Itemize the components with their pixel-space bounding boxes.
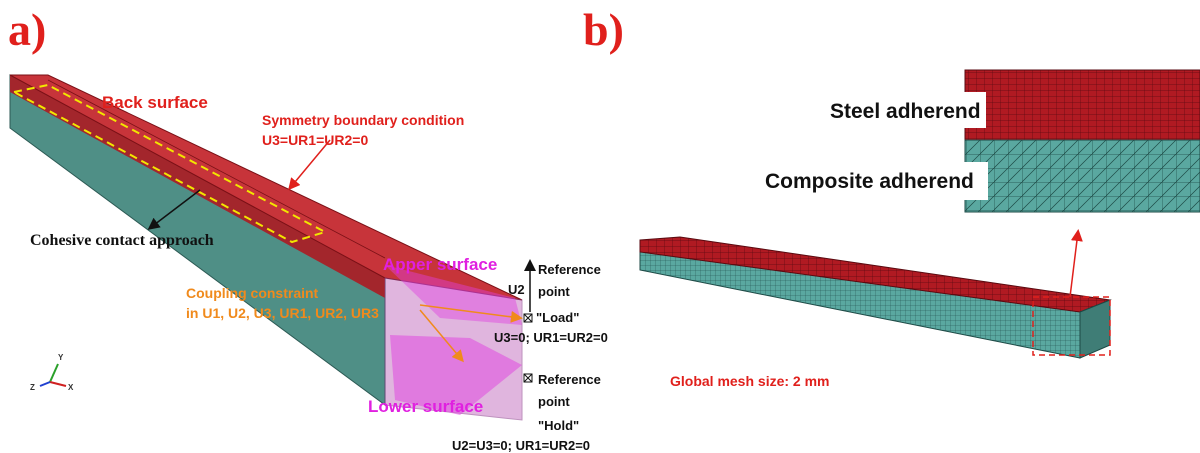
annotation: Reference xyxy=(538,372,601,387)
annotation: Cohesive contact approach xyxy=(30,232,214,249)
axis-label: Y xyxy=(58,353,64,362)
arrow xyxy=(1070,232,1078,297)
annotation: Symmetry boundary condition xyxy=(262,112,464,128)
figure: Y Z X a) Back surface Symmetry boundary … xyxy=(0,0,1200,453)
annotation: U2 xyxy=(508,282,525,297)
annotation: Coupling constraint xyxy=(186,285,319,301)
annotation: Back surface xyxy=(102,93,208,112)
annotation: Global mesh size: 2 mm xyxy=(670,373,830,389)
annotation: Reference xyxy=(538,262,601,277)
annotation: Lower surface xyxy=(368,397,483,416)
annotation: U3=UR1=UR2=0 xyxy=(262,132,368,148)
annotation: Apper surface xyxy=(383,255,497,274)
annotation: "Load" xyxy=(536,310,579,325)
annotation: point xyxy=(538,394,570,409)
annotation: in U1, U2, U3, UR1, UR2, UR3 xyxy=(186,305,379,321)
annotation: point xyxy=(538,284,570,299)
axis-triad xyxy=(40,364,66,386)
annotation: U2=U3=0; UR1=UR2=0 xyxy=(452,438,590,453)
panel-label: b) xyxy=(583,4,624,55)
axis-label: X xyxy=(68,383,74,392)
annotation: Steel adherend xyxy=(830,100,981,123)
reference-marker xyxy=(524,314,532,382)
axis-label: Z xyxy=(30,383,35,392)
annotation: Composite adherend xyxy=(765,170,974,193)
panel-label: a) xyxy=(8,4,46,55)
annotation: "Hold" xyxy=(538,418,579,433)
annotation: U3=0; UR1=UR2=0 xyxy=(494,330,608,345)
